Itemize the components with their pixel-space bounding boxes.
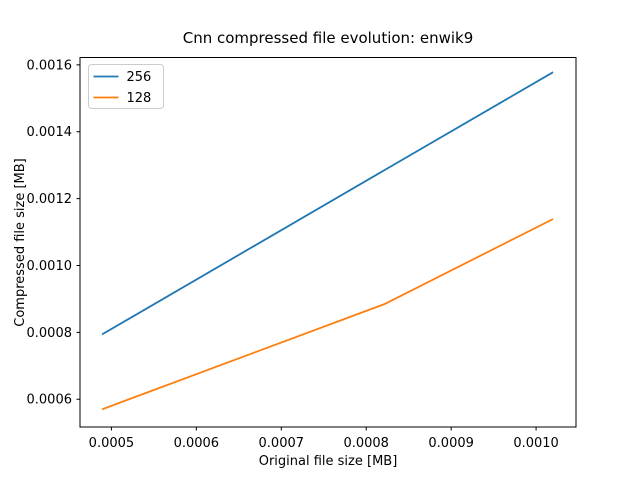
y-tick-label: 0.0006 xyxy=(27,393,73,408)
series-group xyxy=(101,71,554,411)
x-axis-ticks: 0.0005 0.0006 0.0007 0.0008 0.0009 0.0010 xyxy=(89,427,559,451)
series-line-256 xyxy=(101,71,554,336)
plot-border xyxy=(79,57,577,428)
legend-label-256: 256 xyxy=(127,70,152,85)
chart-title: Cnn compressed file evolution: enwik9 xyxy=(183,29,474,47)
y-tick-label: 0.0012 xyxy=(27,192,73,207)
y-tick-label: 0.0010 xyxy=(27,259,73,274)
x-tick-label: 0.0009 xyxy=(428,436,474,451)
x-tick-label: 0.0006 xyxy=(174,436,220,451)
y-tick-label: 0.0008 xyxy=(27,326,73,341)
y-tick-label: 0.0014 xyxy=(27,125,73,140)
y-axis-ticks: 0.0006 0.0008 0.0010 0.0012 0.0014 0.0016 xyxy=(27,58,80,408)
x-tick-label: 0.0008 xyxy=(343,436,389,451)
series-line-128 xyxy=(101,218,554,411)
x-axis-label: Original file size [MB] xyxy=(259,454,398,469)
y-axis-label: Compressed file size [MB] xyxy=(13,158,28,326)
x-tick-label: 0.0005 xyxy=(89,436,135,451)
y-tick-label: 0.0016 xyxy=(27,58,73,73)
x-tick-label: 0.0007 xyxy=(259,436,305,451)
x-tick-label: 0.0010 xyxy=(513,436,559,451)
legend-label-128: 128 xyxy=(127,91,152,106)
